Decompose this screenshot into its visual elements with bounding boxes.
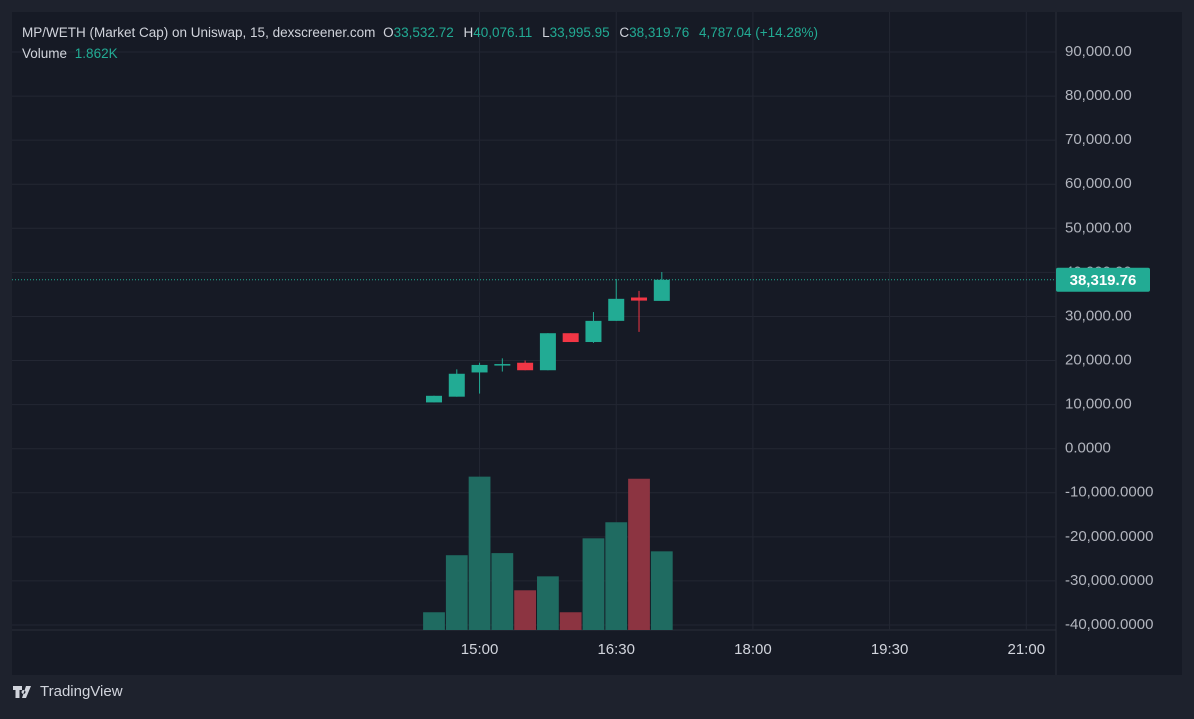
- x-tick-label: 18:00: [734, 641, 772, 658]
- x-tick-label: 16:30: [597, 641, 635, 658]
- y-tick-label: -20,000.0000: [1065, 528, 1153, 545]
- x-tick-label: 21:00: [1008, 641, 1046, 658]
- volume-bar: [514, 590, 537, 630]
- close-label: 38,319.76: [629, 25, 689, 40]
- volume-bar: [650, 551, 673, 630]
- brand-logo: [13, 686, 31, 698]
- y-tick-label: -40,000.0000: [1065, 616, 1153, 633]
- volume-name: Volume: [22, 46, 67, 61]
- y-tick-label: 90,000.00: [1065, 43, 1132, 60]
- candle-body: [448, 373, 465, 397]
- last-price-tag: [1056, 267, 1150, 292]
- brand: TradingView: [13, 683, 123, 700]
- y-tick-label: 50,000.00: [1065, 219, 1132, 236]
- candle-body: [631, 297, 648, 301]
- candle-body: [585, 320, 602, 343]
- candle-body: [539, 333, 556, 371]
- candle-body: [562, 333, 579, 343]
- low-prefix: L: [542, 25, 550, 40]
- candle-body: [426, 395, 442, 403]
- y-tick-label: 30,000.00: [1065, 307, 1132, 324]
- y-tick-label: -10,000.0000: [1065, 484, 1153, 501]
- candle-body: [517, 362, 534, 371]
- brand-text: TradingView: [40, 683, 123, 700]
- open-label: 33,532.72: [394, 25, 454, 40]
- volume-bar: [445, 555, 468, 630]
- y-tick-label: 10,000.00: [1065, 396, 1132, 413]
- candle-body: [608, 298, 625, 321]
- x-tick-label: 15:00: [461, 641, 499, 658]
- candle-body: [471, 364, 488, 373]
- volume-bar: [491, 553, 514, 630]
- candle-body: [494, 364, 511, 366]
- change: 4,787.04 (+14.28%): [699, 25, 818, 40]
- y-tick-label: 0.0000: [1065, 440, 1111, 457]
- volume-bar: [605, 522, 628, 630]
- grid: [12, 12, 1056, 630]
- open-prefix: O: [383, 25, 394, 40]
- volume-bar: [423, 612, 445, 630]
- y-tick-label: 20,000.00: [1065, 352, 1132, 369]
- legend-title: MP/WETH (Market Cap) on Uniswap, 15, dex…: [22, 25, 375, 40]
- close-prefix: C: [619, 25, 629, 40]
- volume-label: 1.862K: [75, 46, 118, 61]
- high-label: 40,076.11: [473, 25, 532, 40]
- y-tick-label: 70,000.00: [1065, 131, 1132, 148]
- volume-bar: [468, 476, 491, 630]
- last-price-label: 38,319.76: [1070, 272, 1137, 289]
- candle-body: [653, 279, 670, 301]
- y-tick-label: 80,000.00: [1065, 87, 1132, 104]
- volume-bar: [559, 612, 582, 630]
- volume-bar: [537, 576, 559, 630]
- high-prefix: H: [463, 25, 473, 40]
- y-tick-label: -30,000.0000: [1065, 572, 1153, 589]
- volume-bar: [628, 478, 650, 630]
- low-label: 33,995.95: [550, 25, 610, 40]
- marks: [12, 272, 1056, 630]
- legend: MP/WETH (Market Cap) on Uniswap, 15, dex…: [22, 25, 818, 40]
- volume-legend: Volume 1.862K: [22, 46, 118, 61]
- y-tick-label: 60,000.00: [1065, 175, 1132, 192]
- volume-bar: [582, 538, 605, 630]
- x-tick-label: 19:30: [871, 641, 909, 658]
